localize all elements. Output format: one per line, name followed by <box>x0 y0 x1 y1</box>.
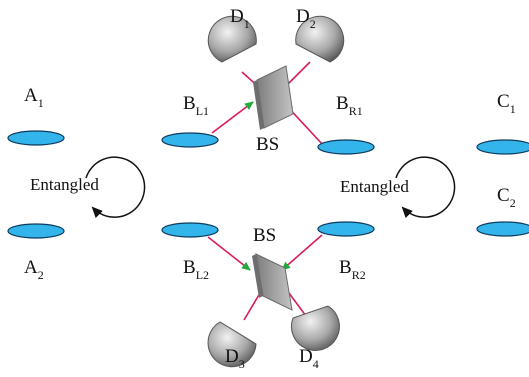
detector-d4-icon <box>290 305 340 351</box>
label-d2: D2 <box>296 6 316 31</box>
beam-splitter-top <box>253 65 294 130</box>
label-a1: A1 <box>24 85 44 110</box>
entangled-left-arrow-icon <box>85 156 146 218</box>
label-bs-bottom: BS <box>253 225 276 246</box>
atom-br2 <box>317 221 375 237</box>
label-c2: C2 <box>497 185 516 210</box>
label-entangled-left: Entangled <box>30 175 99 194</box>
label-a2: A2 <box>24 257 44 282</box>
beam-br2-to-bs <box>281 234 323 271</box>
label-bs-top: BS <box>256 134 279 155</box>
label-c1: C1 <box>497 91 516 116</box>
atom-bl2 <box>161 222 219 238</box>
label-br1: BR1 <box>336 93 363 118</box>
label-d4: D4 <box>299 346 319 371</box>
label-br2: BR2 <box>339 257 366 282</box>
label-d1: D1 <box>230 6 250 31</box>
atom-bl1 <box>161 132 219 148</box>
label-bl1: BL1 <box>183 93 209 118</box>
detector-d2-icon <box>295 15 345 63</box>
label-bl2: BL2 <box>183 257 209 282</box>
atom-a1 <box>7 130 65 146</box>
atom-c2 <box>476 221 529 237</box>
entangled-right-arrow-icon <box>395 156 456 218</box>
beam-splitter-bottom <box>252 253 293 311</box>
atoms <box>7 130 529 239</box>
atom-br1 <box>317 139 375 155</box>
atom-a2 <box>7 223 65 239</box>
atom-c1 <box>476 139 529 155</box>
detector-d3-icon <box>207 321 257 368</box>
beam-bl2-to-bs <box>207 236 251 271</box>
label-d3: D3 <box>225 346 245 371</box>
beam-bl1-to-bs <box>211 101 254 134</box>
detector-d1-icon <box>207 15 257 63</box>
label-entangled-right: Entangled <box>340 177 409 196</box>
